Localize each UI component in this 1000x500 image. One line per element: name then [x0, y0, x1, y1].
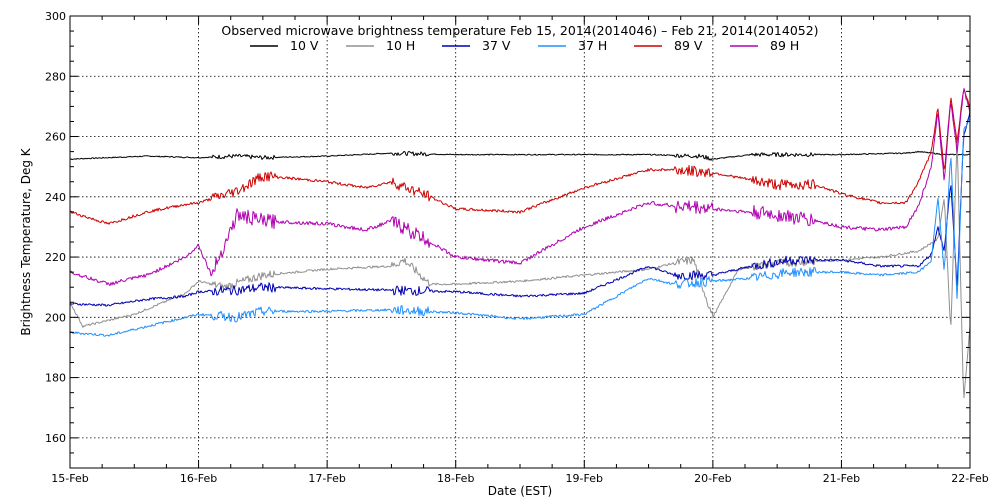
x-tick-label: 22-Feb: [951, 472, 988, 485]
series-line-10-v: [69, 150, 971, 161]
x-tick-label: 21-Feb: [823, 472, 860, 485]
x-tick-label: 20-Feb: [694, 472, 731, 485]
y-tick-label: 240: [45, 191, 66, 204]
series-line-89-v: [69, 89, 971, 225]
y-tick-label: 180: [45, 372, 66, 385]
y-tick-label: 160: [45, 432, 66, 445]
legend-label: 10 V: [290, 38, 319, 53]
legend-label: 37 H: [578, 38, 607, 53]
chart-title: Observed microwave brightness temperatur…: [221, 23, 818, 38]
x-tick-label: 17-Feb: [308, 472, 345, 485]
grid: [70, 16, 970, 468]
x-axis-label: Date (EST): [488, 484, 552, 498]
y-tick-label: 280: [45, 70, 66, 83]
x-tick-label: 19-Feb: [566, 472, 603, 485]
y-tick-label: 220: [45, 251, 66, 264]
y-tick-label: 200: [45, 311, 66, 324]
y-axis-label: Brightness Temperature, Deg K: [19, 147, 33, 335]
series-line-37-h: [69, 118, 970, 337]
y-tick-label: 260: [45, 131, 66, 144]
series-line-10-h: [69, 141, 971, 399]
y-tick-label: 300: [45, 10, 66, 23]
series-line-37-v: [69, 111, 971, 307]
x-tick-label: 18-Feb: [437, 472, 474, 485]
series-line-89-h: [69, 88, 971, 286]
series-layer: [69, 88, 971, 399]
legend-label: 89 V: [674, 38, 703, 53]
x-tick-label: 16-Feb: [180, 472, 217, 485]
ticks: 15-Feb 16-Feb 17-Feb 18-Feb 19-Feb 20-Feb 21-F…: [45, 10, 989, 485]
x-tick-label: 15-Feb: [51, 472, 88, 485]
legend-label: 10 H: [386, 38, 415, 53]
legend-label: 37 V: [482, 38, 511, 53]
legend: 10 V 10 H 37 V 37 H 89 V 89 H: [250, 38, 799, 53]
legend-label: 89 H: [770, 38, 799, 53]
